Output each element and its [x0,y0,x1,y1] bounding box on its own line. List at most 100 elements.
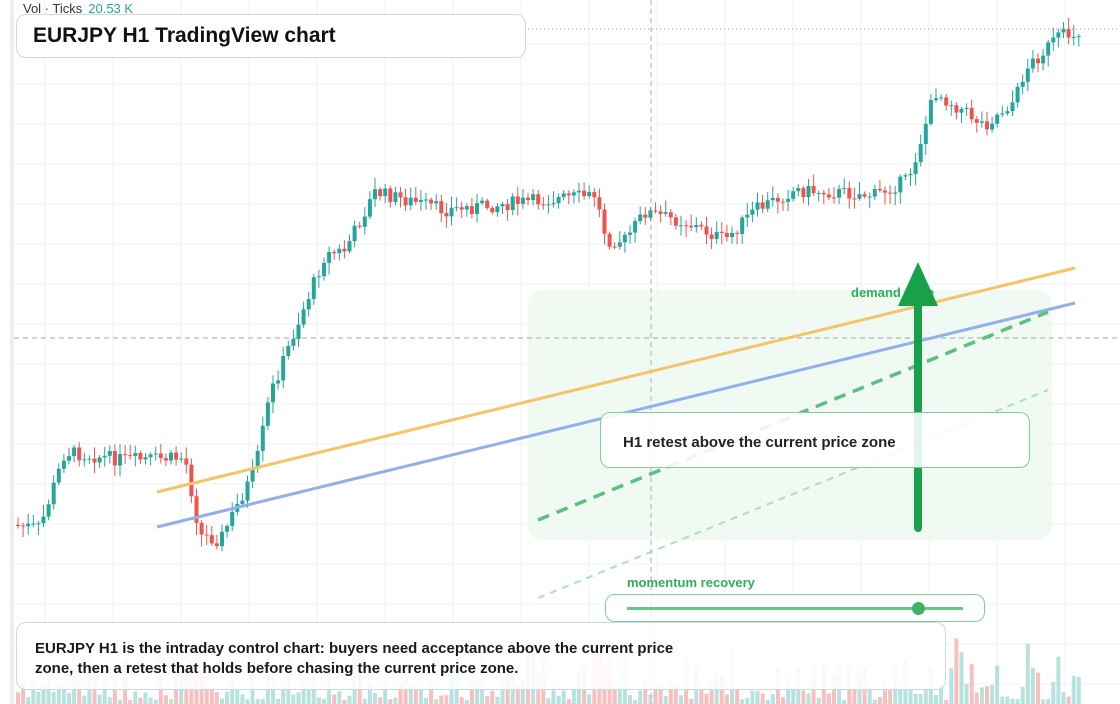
candle-body [939,97,944,99]
candle-body [67,456,71,461]
candle-body [296,324,301,339]
candle-body [668,212,673,218]
volume-bar [439,695,444,704]
volume-bar [888,689,893,704]
candle-body [1061,29,1066,33]
volume-bar [240,694,245,704]
volume-bar [1071,675,1076,704]
candle-body [628,232,632,235]
volume-bar [281,681,286,704]
candle-body [995,114,1000,124]
candle-body [495,206,500,213]
candle-body [1015,86,1020,103]
candle-body [770,197,775,201]
candle-body [536,194,541,205]
volume-bar [566,699,571,704]
candle-body [1010,102,1015,112]
volume-bar [556,695,561,704]
volume-bar [979,687,984,704]
candle-body [750,209,755,215]
volume-bar [648,695,653,704]
candle-body [352,225,357,242]
volume-bar [398,683,403,704]
candle-body [56,468,61,483]
volume-bar [148,697,153,704]
volume-bar [444,695,449,704]
volume-bar [118,699,122,704]
candle-body [1056,32,1061,38]
candle-body [964,107,969,109]
candle-body [189,464,194,497]
candle-body [612,246,617,248]
candle-body [347,241,352,252]
demand-zone-label: demand zone [851,285,935,300]
candle-body [561,193,566,197]
volume-bar [469,684,474,704]
candle-body [719,231,724,233]
volume-bar [781,697,785,704]
candle-body [1066,29,1071,38]
volume-bar [653,684,658,704]
candle-body [806,185,811,198]
candle-body [928,100,933,124]
candle-body [480,200,485,204]
volume-bar [276,698,281,704]
volume-bar [1066,696,1071,704]
candle-body [357,225,362,227]
volume-bar [153,699,158,704]
candle-body [490,207,495,213]
candle-body [735,232,740,234]
candle-body [607,233,612,247]
volume-bar [985,686,989,704]
volume-bar [1061,692,1066,704]
candle-body [169,452,173,461]
volume-bar [495,696,500,704]
candle-body [592,192,597,198]
candle-body [311,277,316,300]
volume-bar [587,694,592,704]
volume-bar [1005,696,1010,704]
volume-bar [520,680,525,704]
volume-bar [408,681,413,704]
caption-text: EURJPY H1 is the intraday control chart:… [35,640,674,677]
candle-body [985,121,989,130]
candle-body [464,206,469,210]
volume-bar [658,686,663,704]
volume-bar [786,677,791,704]
candle-body [566,193,571,196]
candle-body [740,217,745,234]
candle-body [250,468,255,482]
volume-bar [643,681,648,704]
candle-body [255,450,260,469]
candle-body [602,209,607,234]
candle-body [541,204,546,206]
candle-body [847,188,852,199]
volume-bar [316,697,321,704]
candle-body [332,251,337,254]
candle-body [531,194,536,201]
volume-bar [949,668,954,704]
candle-body [954,105,959,113]
volume-bar [974,692,979,704]
candle-body [271,383,275,403]
candle-body [898,176,903,193]
candle-body [194,496,199,523]
candle-body [418,199,423,202]
candle-body [724,232,729,238]
momentum-label: momentum recovery [627,575,755,590]
candle-body [434,201,439,204]
volume-bar [26,697,31,704]
volume-bar [112,680,117,704]
volume-bar [31,680,36,704]
candle-body [138,452,143,460]
candle-body [638,214,643,222]
volume-bar [679,695,683,704]
volume-bar [41,683,46,704]
candle-body [424,199,428,201]
candle-body [46,504,51,517]
candle-body [281,355,286,381]
candle-body [1020,81,1025,87]
candle-body [857,194,862,199]
volume-bar [209,687,214,704]
candle-body [260,425,265,451]
